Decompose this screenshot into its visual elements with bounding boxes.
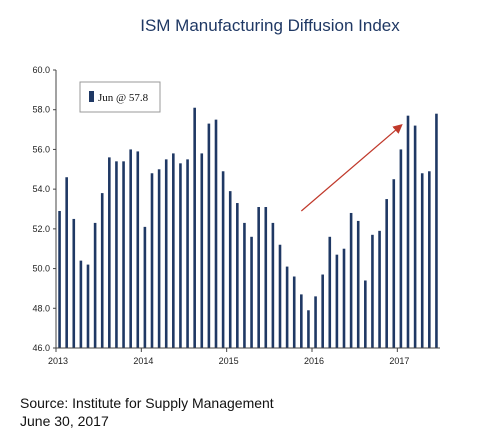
bar [342,248,346,348]
bar [435,113,438,348]
y-tick-label: 46.0 [32,343,50,353]
bar [264,207,268,348]
bar [115,161,118,348]
bar [364,280,367,348]
bar [136,151,140,348]
bar [93,222,97,348]
y-tick-label: 48.0 [32,303,50,313]
trend-arrow-line [300,124,403,212]
date-note: June 30, 2017 [20,413,109,429]
bar [399,149,403,348]
bar [328,236,332,348]
bar [186,159,189,348]
bar [228,191,232,348]
bar [207,123,211,348]
x-axis: 2013 2014 2015 2016 2017 [48,347,440,366]
y-axis: 46.0 48.0 50.0 52.0 54.0 56.0 58.0 60.0 [32,65,57,353]
legend-label: Jun @ 57.8 [98,92,149,104]
bar [428,171,431,348]
bar [385,199,388,348]
bar [413,125,417,348]
bar [143,226,147,348]
bar [307,310,310,348]
trend-arrow [300,124,403,212]
legend-swatch [89,91,94,102]
x-tick-label: 2013 [48,356,68,366]
bar [335,254,339,348]
bar [285,266,289,348]
bar [164,159,168,348]
bar [420,173,424,348]
bar [392,179,396,348]
legend: Jun @ 57.8 [79,81,161,113]
bar [193,107,196,348]
bar [79,260,83,348]
bar [250,236,253,348]
y-tick-label: 52.0 [32,224,50,234]
bar [349,212,353,348]
bar [200,153,204,348]
bar [243,222,246,348]
bar [371,234,374,348]
bar [314,296,317,348]
bar [86,264,90,348]
bar [172,153,175,348]
bar [150,173,154,348]
bar [378,230,381,348]
bar [300,294,303,348]
bar [100,193,104,348]
bar [257,207,260,348]
bar [321,274,324,348]
x-tick-label: 2014 [133,356,153,366]
bar [221,171,225,348]
bar [65,177,68,348]
bar [129,149,132,348]
y-tick-label: 54.0 [32,184,50,194]
bar-chart: 46.048.050.052.054.056.058.060.0 2013 201… [32,65,440,366]
bar [278,244,282,348]
bar [356,220,360,348]
bar [406,115,410,348]
bar [292,276,296,348]
y-tick-label: 56.0 [32,144,50,154]
y-tick-label: 60.0 [32,65,50,75]
bars [58,107,438,348]
bar [122,161,125,348]
chart-title: ISM Manufacturing Diffusion Index [140,16,400,35]
legend-box [79,81,161,113]
bar [72,218,76,348]
bar [157,169,161,348]
bar [214,119,218,348]
bar [108,157,111,348]
bar [271,222,275,348]
x-tick-label: 2016 [304,356,324,366]
y-tick-label: 58.0 [32,105,50,115]
bar [179,163,182,348]
x-tick-label: 2017 [389,356,409,366]
source-note: Source: Institute for Supply Management [20,395,274,411]
bar [58,210,61,348]
x-tick-label: 2015 [219,356,239,366]
bar [236,203,239,348]
y-tick-label: 50.0 [32,264,50,274]
